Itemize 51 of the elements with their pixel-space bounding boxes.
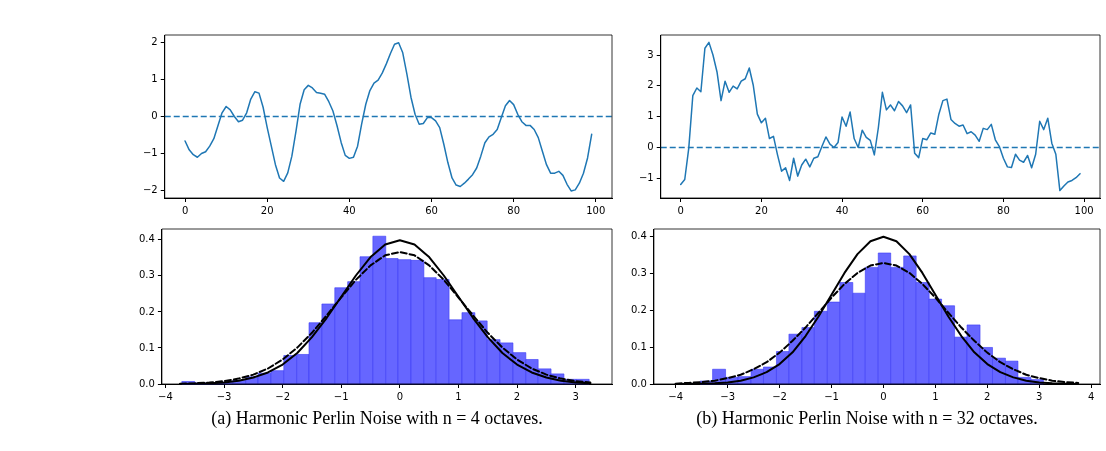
x-tick-label: 2: [984, 390, 991, 402]
x-tick-label: 0: [880, 390, 887, 402]
x-tick-label: 20: [260, 204, 274, 216]
x-tick-label: 0: [677, 204, 684, 216]
x-tick-label: −3: [720, 390, 736, 402]
y-tick-label: 0.4: [139, 233, 155, 245]
y-tick-label: 0.2: [631, 303, 647, 315]
x-tick-label: 100: [1074, 204, 1094, 216]
y-tick-label: 0.4: [631, 229, 647, 241]
x-tick-label: 80: [997, 204, 1010, 216]
x-tick-label: 1: [455, 390, 462, 402]
y-tick-label: 0.0: [139, 377, 155, 389]
y-tick-label: 2: [647, 79, 654, 91]
y-tick-label: 1: [647, 110, 654, 122]
y-tick-label: 0.1: [139, 341, 155, 353]
x-tick-label: 3: [572, 390, 579, 402]
y-tick-label: 0.0: [631, 377, 647, 389]
y-tick-label: 1: [151, 73, 158, 85]
x-tick-label: 40: [342, 204, 356, 216]
y-tick-label: 0.3: [631, 266, 647, 278]
x-tick-label: 20: [755, 204, 768, 216]
x-tick-label: 4: [1087, 390, 1095, 402]
x-tick-label: 3: [1036, 390, 1043, 402]
y-tick-label: −2: [142, 184, 158, 196]
x-tick-label: −1: [333, 390, 349, 402]
y-tick-label: 0: [647, 141, 654, 153]
x-tick-label: −4: [158, 390, 173, 402]
y-tick-label: −1: [142, 147, 158, 159]
x-tick-label: 100: [586, 204, 606, 216]
x-tick-label: 0: [181, 204, 189, 216]
x-tick-label: −4: [668, 390, 684, 402]
x-tick-label: 60: [425, 204, 438, 216]
x-tick-label: −3: [216, 390, 232, 402]
x-tick-label: 1: [932, 390, 939, 402]
x-tick-label: −1: [824, 390, 839, 402]
text: (a) Harmonic Perlin Noise with n = 4 octaves.: [210, 408, 544, 429]
x-tick-label: 80: [507, 204, 520, 216]
x-tick-label: 2: [513, 390, 521, 402]
y-tick-label: −1: [638, 171, 654, 183]
y-tick-label: 3: [647, 48, 654, 60]
text: (b) Harmonic Perlin Noise with n = 32 octaves.: [695, 408, 1039, 429]
x-tick-label: 60: [916, 204, 930, 216]
x-tick-label: −2: [275, 390, 291, 402]
y-tick-label: 0.2: [139, 305, 155, 317]
x-tick-label: 40: [835, 204, 849, 216]
x-tick-label: 0: [396, 390, 404, 402]
y-tick-label: 2: [151, 36, 158, 47]
x-tick-label: −2: [772, 390, 787, 402]
y-tick-label: 0: [151, 110, 158, 122]
y-tick-label: 0.1: [631, 340, 647, 352]
y-tick-label: 0.3: [139, 269, 155, 281]
